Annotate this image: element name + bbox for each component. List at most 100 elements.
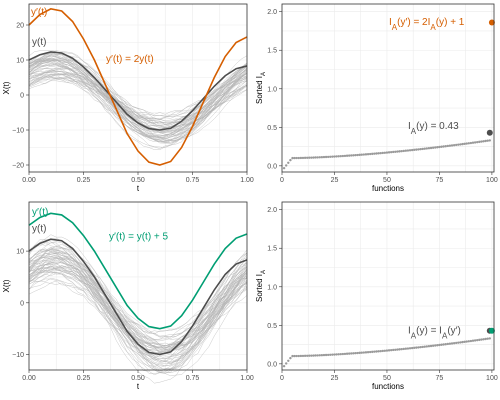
data-point: [329, 155, 332, 158]
data-point: [324, 353, 328, 357]
data-point: [362, 351, 366, 354]
x-tick-label: 0.00: [22, 177, 36, 184]
y-tick-label: 1.0: [267, 284, 277, 291]
x-tick-label: 50: [383, 375, 391, 382]
data-point: [371, 152, 374, 156]
data-point: [457, 341, 460, 344]
y-tick-label: 0.5: [267, 323, 277, 330]
background-curve: [28, 261, 248, 348]
data-point: [423, 147, 426, 150]
data-point: [339, 352, 342, 356]
panel-border: [28, 201, 248, 371]
label-y-prime: y′(t): [32, 207, 48, 218]
data-point: [324, 155, 328, 159]
background-curve: [28, 70, 248, 121]
data-point: [396, 150, 399, 153]
data-point: [364, 351, 368, 354]
x-tick-label: 50: [383, 177, 391, 184]
x-tick-label: 0.25: [77, 177, 91, 184]
background-curve: [28, 270, 248, 350]
data-point: [423, 345, 426, 348]
data-point: [284, 164, 288, 167]
data-point: [282, 364, 286, 368]
data-point: [364, 153, 368, 156]
data-point: [358, 153, 361, 157]
data-point: [406, 149, 410, 152]
data-point: [295, 156, 298, 160]
data-point: [415, 148, 418, 151]
data-point: [446, 144, 450, 148]
data-point: [417, 148, 420, 151]
y-tick-label: 0: [20, 93, 24, 100]
data-point: [404, 347, 408, 350]
background-curve: [28, 254, 248, 352]
data-point: [484, 139, 487, 143]
background-curve: [28, 263, 248, 335]
data-point: [394, 150, 397, 153]
data-point: [352, 154, 355, 157]
data-point: [293, 156, 296, 160]
data-point: [436, 146, 439, 149]
y-axis-label: Sorted IA: [255, 72, 267, 104]
data-point: [318, 354, 321, 357]
data-point: [473, 141, 477, 144]
data-point: [305, 354, 309, 357]
data-point: [284, 362, 288, 365]
y-tick-label: −10: [12, 352, 24, 359]
data-point: [398, 348, 401, 351]
data-point: [350, 154, 353, 157]
data-point: [488, 337, 492, 340]
data-point: [383, 349, 387, 352]
data-point: [404, 149, 408, 152]
background-curve: [28, 241, 248, 365]
data-point: [356, 153, 359, 157]
data-point: [455, 341, 458, 345]
data-point: [389, 150, 393, 154]
y-tick-label: 0.0: [267, 361, 277, 368]
series-line-y-prime: [28, 8, 248, 166]
background-curve: [28, 256, 248, 377]
data-point: [478, 338, 481, 342]
data-point: [440, 343, 443, 346]
data-point: [310, 354, 313, 357]
data-point: [326, 353, 330, 357]
y-tick-label: 10: [16, 249, 24, 256]
background-curve: [28, 60, 248, 131]
data-point: [360, 153, 363, 156]
background-curve: [28, 50, 248, 136]
data-point: [486, 139, 489, 142]
data-point: [318, 156, 321, 159]
panel-border: [281, 3, 495, 173]
data-point: [354, 153, 357, 157]
y-tick-label: 0.0: [267, 163, 277, 170]
x-tick-label: 0.00: [22, 375, 36, 382]
data-point: [352, 352, 355, 355]
data-point: [339, 154, 342, 158]
x-tick-label: 25: [331, 177, 339, 184]
data-point: [329, 353, 332, 356]
data-point: [459, 143, 462, 146]
data-point: [308, 156, 311, 159]
data-point: [476, 338, 479, 342]
data-point: [362, 153, 366, 156]
data-point: [291, 354, 294, 358]
data-point: [314, 156, 317, 159]
data-point: [480, 140, 483, 143]
background-curve: [28, 58, 248, 124]
data-point: [316, 354, 319, 357]
data-point: [333, 155, 336, 158]
data-point: [448, 342, 452, 345]
data-point: [394, 348, 397, 351]
y-axis-label: X(t): [2, 279, 11, 292]
data-point: [434, 146, 437, 149]
data-point: [442, 343, 445, 346]
y-tick-label: 10: [16, 58, 24, 65]
background-curve: [28, 265, 248, 337]
data-point: [287, 359, 290, 363]
data-point: [375, 152, 378, 155]
data-point: [289, 356, 292, 360]
data-point: [375, 350, 378, 353]
data-point: [347, 154, 351, 157]
data-point: [354, 351, 357, 355]
data-point: [431, 344, 435, 347]
